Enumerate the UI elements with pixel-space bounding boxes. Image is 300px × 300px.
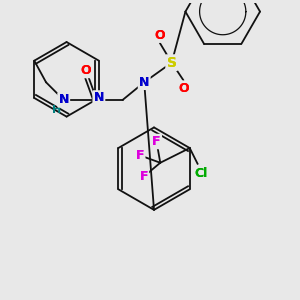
Text: S: S bbox=[167, 56, 177, 70]
Text: O: O bbox=[80, 64, 91, 77]
Text: N: N bbox=[58, 93, 69, 106]
Text: O: O bbox=[80, 64, 91, 77]
Text: F: F bbox=[136, 149, 144, 162]
Text: O: O bbox=[178, 82, 189, 95]
Text: F: F bbox=[152, 135, 161, 148]
Text: N: N bbox=[139, 76, 149, 89]
Text: N: N bbox=[139, 76, 149, 89]
Text: O: O bbox=[154, 29, 165, 42]
Text: N: N bbox=[58, 93, 69, 106]
Text: F: F bbox=[152, 135, 161, 148]
Text: O: O bbox=[178, 82, 189, 95]
Text: F: F bbox=[140, 170, 148, 183]
Text: N: N bbox=[94, 92, 104, 104]
Text: F: F bbox=[140, 170, 148, 183]
Text: H: H bbox=[52, 105, 62, 115]
Text: O: O bbox=[154, 29, 165, 42]
Text: Cl: Cl bbox=[195, 167, 208, 180]
Text: N: N bbox=[94, 92, 104, 104]
Text: S: S bbox=[167, 56, 177, 70]
Text: F: F bbox=[136, 149, 144, 162]
Text: Cl: Cl bbox=[195, 167, 208, 180]
